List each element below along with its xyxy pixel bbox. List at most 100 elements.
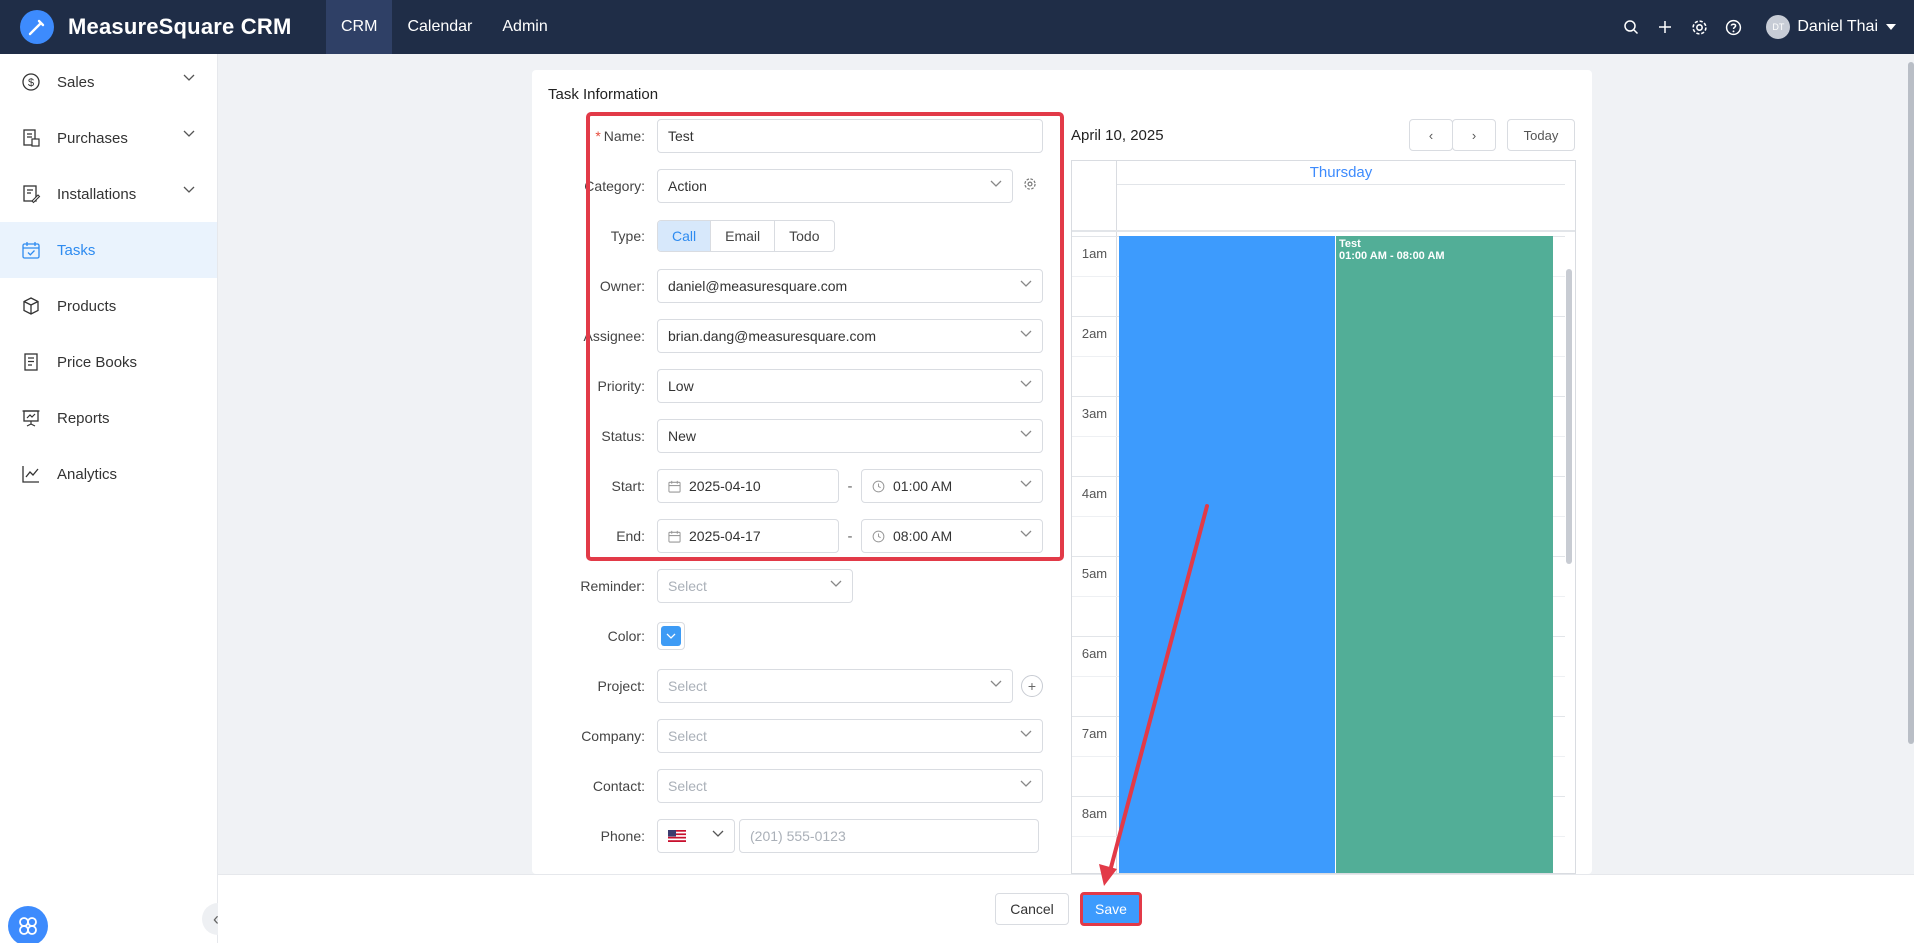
contact-row: Contact: Select xyxy=(532,769,1043,803)
calendar-event[interactable]: Test 01:00 AM - 08:00 AM xyxy=(1335,236,1553,873)
page-scrollbar[interactable] xyxy=(1908,62,1914,744)
end-label: End: xyxy=(616,528,645,544)
logo[interactable]: MeasureSquare CRM xyxy=(0,10,326,44)
installations-icon xyxy=(20,183,42,205)
company-select[interactable]: Select xyxy=(657,719,1043,753)
category-settings-gear-icon[interactable] xyxy=(1023,177,1037,195)
user-name: Daniel Thai xyxy=(1797,18,1878,35)
chevron-down-icon xyxy=(1020,430,1032,437)
sidebar-item-price-books[interactable]: Price Books xyxy=(0,334,217,390)
category-label: Category: xyxy=(584,178,645,194)
status-select[interactable]: New xyxy=(657,419,1043,453)
category-row: Category: Action xyxy=(532,169,1037,203)
assignee-row: Assignee: brian.dang@measuresquare.com xyxy=(532,319,1043,353)
calendar-next-button[interactable]: › xyxy=(1452,119,1496,151)
nav-calendar[interactable]: Calendar xyxy=(407,18,473,35)
plus-icon[interactable] xyxy=(1648,0,1682,54)
event-time: 01:00 AM - 08:00 AM xyxy=(1339,250,1445,262)
assignee-select[interactable]: brian.dang@measuresquare.com xyxy=(657,319,1043,353)
reminder-label: Reminder: xyxy=(580,578,645,594)
type-row: Type: Call Email Todo xyxy=(532,219,835,253)
nav-admin[interactable]: Admin xyxy=(502,18,548,35)
project-placeholder: Select xyxy=(668,678,707,694)
name-input[interactable]: Test xyxy=(657,119,1043,153)
phone-input[interactable]: (201) 555-0123 xyxy=(739,819,1039,853)
sidebar-item-label: Installations xyxy=(57,185,137,203)
time-column xyxy=(1072,161,1117,873)
presentation-icon xyxy=(20,407,42,429)
sidebar-item-analytics[interactable]: Analytics xyxy=(0,446,217,502)
calendar-date-title: April 10, 2025 xyxy=(1071,127,1164,144)
contact-label: Contact: xyxy=(592,778,645,794)
chevron-down-icon xyxy=(183,74,195,81)
owner-select[interactable]: daniel@measuresquare.com xyxy=(657,269,1043,303)
drag-selection-block[interactable] xyxy=(1119,236,1335,873)
company-label: Company: xyxy=(581,728,645,744)
calendar-scrollbar[interactable] xyxy=(1566,269,1572,564)
end-date-input[interactable]: 2025-04-17 xyxy=(657,519,839,553)
status-value: New xyxy=(668,428,697,444)
start-row: Start: 2025-04-10 - 01:00 AM xyxy=(532,469,1043,503)
help-icon[interactable] xyxy=(1716,0,1750,54)
date-separator: - xyxy=(847,477,853,495)
line-chart-icon xyxy=(20,463,42,485)
end-time-select[interactable]: 08:00 AM xyxy=(861,519,1043,553)
contact-placeholder: Select xyxy=(668,778,707,794)
end-row: End: 2025-04-17 - 08:00 AM xyxy=(532,519,1043,553)
calendar-today-button[interactable]: Today xyxy=(1507,119,1575,151)
hour-label: 5am xyxy=(1081,566,1108,581)
chevron-down-icon xyxy=(990,180,1002,187)
type-todo-button[interactable]: Todo xyxy=(789,228,820,244)
status-row: Status: New xyxy=(532,419,1043,453)
gear-icon[interactable] xyxy=(1682,0,1716,54)
project-label: Project: xyxy=(597,678,645,694)
company-row: Company: Select xyxy=(532,719,1043,753)
sidebar-item-label: Reports xyxy=(57,409,110,427)
hour-label: 2am xyxy=(1081,326,1108,341)
priority-select[interactable]: Low xyxy=(657,369,1043,403)
start-time-select[interactable]: 01:00 AM xyxy=(861,469,1043,503)
chevron-down-icon xyxy=(712,830,724,837)
chevron-down-icon xyxy=(1020,730,1032,737)
chevron-down-icon xyxy=(830,580,842,587)
save-button[interactable]: Save xyxy=(1080,892,1142,926)
color-picker[interactable] xyxy=(657,622,685,650)
clock-icon xyxy=(872,530,885,542)
calendar-day-view: Thursday 1am 2am 3am 4am 5am 6am 7am 8am Test 0… xyxy=(1071,160,1576,874)
user-menu[interactable]: DT Daniel Thai xyxy=(1766,15,1896,39)
reminder-placeholder: Select xyxy=(668,578,707,594)
sidebar-item-label: Products xyxy=(57,297,117,315)
support-chat-icon[interactable] xyxy=(8,906,48,943)
clock-icon xyxy=(872,480,885,492)
type-call-button[interactable]: Call xyxy=(658,221,712,251)
sidebar-item-label: Tasks xyxy=(57,241,96,259)
calendar-day-header: Thursday xyxy=(1117,161,1565,185)
sidebar-item-sales[interactable]: $ Sales xyxy=(0,54,217,110)
type-segmented-control: Call Email Todo xyxy=(657,220,835,252)
reminder-select[interactable]: Select xyxy=(657,569,853,603)
nav-crm[interactable]: CRM xyxy=(326,0,393,54)
sidebar-item-products[interactable]: Products xyxy=(0,278,217,334)
owner-label: Owner: xyxy=(599,278,645,294)
chevron-down-icon xyxy=(1020,480,1032,487)
sidebar-item-installations[interactable]: Installations xyxy=(0,166,217,222)
calendar-icon xyxy=(668,480,681,493)
cancel-button[interactable]: Cancel xyxy=(995,893,1069,925)
search-icon[interactable] xyxy=(1614,0,1648,54)
start-date-input[interactable]: 2025-04-10 xyxy=(657,469,839,503)
type-email-button[interactable]: Email xyxy=(711,221,776,251)
svg-text:$: $ xyxy=(28,77,34,89)
add-project-button[interactable]: + xyxy=(1021,675,1043,697)
hour-label: 3am xyxy=(1081,406,1108,421)
sidebar-item-purchases[interactable]: Purchases xyxy=(0,110,217,166)
country-code-select[interactable] xyxy=(657,819,735,853)
sidebar-item-tasks[interactable]: Tasks xyxy=(0,222,217,278)
sidebar-item-label: Analytics xyxy=(57,465,118,483)
contact-select[interactable]: Select xyxy=(657,769,1043,803)
category-select[interactable]: Action xyxy=(657,169,1013,203)
calendar-prev-button[interactable]: ‹ xyxy=(1409,119,1453,151)
sidebar-item-reports[interactable]: Reports xyxy=(0,390,217,446)
status-label: Status: xyxy=(601,428,645,444)
caret-down-icon xyxy=(1886,24,1896,30)
project-select[interactable]: Select xyxy=(657,669,1013,703)
